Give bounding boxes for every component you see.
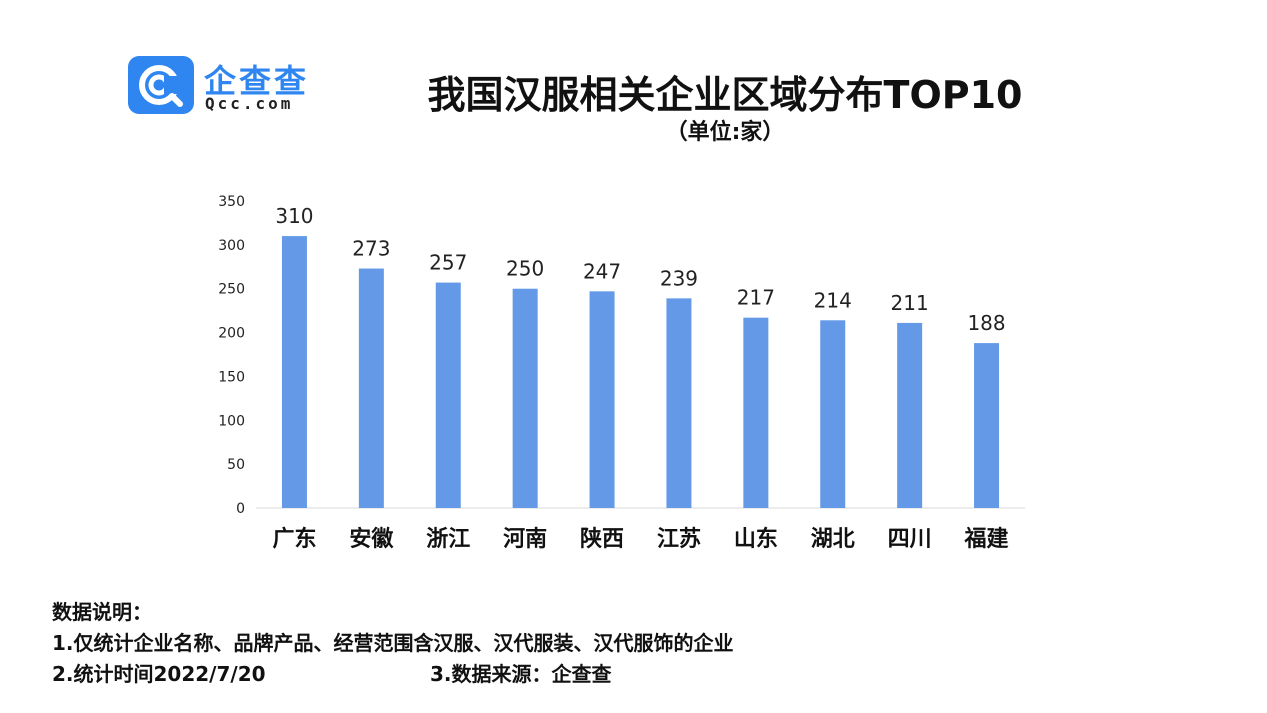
bar-浙江 <box>435 282 461 508</box>
bar-陕西 <box>589 291 615 508</box>
notes-heading: 数据说明： <box>52 600 152 624</box>
category-label: 山东 <box>734 526 778 552</box>
data-label: 217 <box>737 286 775 310</box>
data-label: 273 <box>352 237 390 261</box>
note-date: 2.统计时间2022/7/20 <box>52 662 266 686</box>
data-label: 250 <box>506 257 544 281</box>
y-tick-label: 250 <box>218 282 245 298</box>
bar-四川 <box>897 322 923 508</box>
y-tick-label: 350 <box>218 194 245 210</box>
bar-广东 <box>281 236 307 509</box>
category-label: 安徽 <box>349 526 394 552</box>
data-label: 310 <box>275 204 313 228</box>
category-label: 四川 <box>888 527 932 552</box>
y-axis-tick-labels: 0 50 100 150 200 250 300 350 <box>218 194 245 517</box>
category-label: 广东 <box>272 526 316 552</box>
category-label: 江苏 <box>657 526 701 552</box>
qcc-logo: 企查查 Qcc.com <box>128 56 328 116</box>
y-tick-label: 50 <box>227 457 245 473</box>
bar-江苏 <box>666 298 692 508</box>
category-label: 福建 <box>964 527 1009 552</box>
category-label: 河南 <box>503 527 547 552</box>
brand-domain: Qcc.com <box>205 94 294 113</box>
category-label: 陕西 <box>580 527 624 552</box>
category-label: 浙江 <box>426 527 470 552</box>
data-label: 247 <box>583 259 621 283</box>
x-axis-category-labels: 广东 安徽 浙江 河南 陕西 江苏 山东 湖北 四川 福建 <box>272 526 1008 552</box>
y-tick-label: 150 <box>218 369 245 385</box>
chart-subtitle: （单位:家） <box>665 120 785 145</box>
note-source: 3.数据来源：企查查 <box>430 662 612 686</box>
data-label: 239 <box>660 266 698 290</box>
qcc-logo-icon <box>128 56 194 114</box>
note-scope: 1.仅统计企业名称、品牌产品、经营范围含汉服、汉代服装、汉代服饰的企业 <box>52 631 734 655</box>
data-label: 257 <box>429 251 467 275</box>
bar-河南 <box>512 288 538 508</box>
bar-湖北 <box>820 320 846 508</box>
bar-山东 <box>743 317 769 508</box>
y-tick-label: 100 <box>218 413 245 429</box>
bar-福建 <box>974 343 1000 508</box>
brand-name: 企查查 <box>204 62 310 100</box>
data-label: 211 <box>891 291 929 315</box>
category-label: 湖北 <box>811 527 855 552</box>
y-tick-label: 200 <box>218 326 245 342</box>
y-tick-label: 0 <box>236 501 245 517</box>
y-tick-label: 300 <box>218 238 245 254</box>
bars <box>281 236 1000 509</box>
data-labels: 310 273 257 250 247 239 217 214 211 188 <box>275 204 1005 335</box>
data-label: 214 <box>814 288 852 312</box>
chart-title: 我国汉服相关企业区域分布TOP10 <box>427 73 1023 117</box>
bar-安徽 <box>358 268 384 508</box>
data-label: 188 <box>967 311 1005 335</box>
